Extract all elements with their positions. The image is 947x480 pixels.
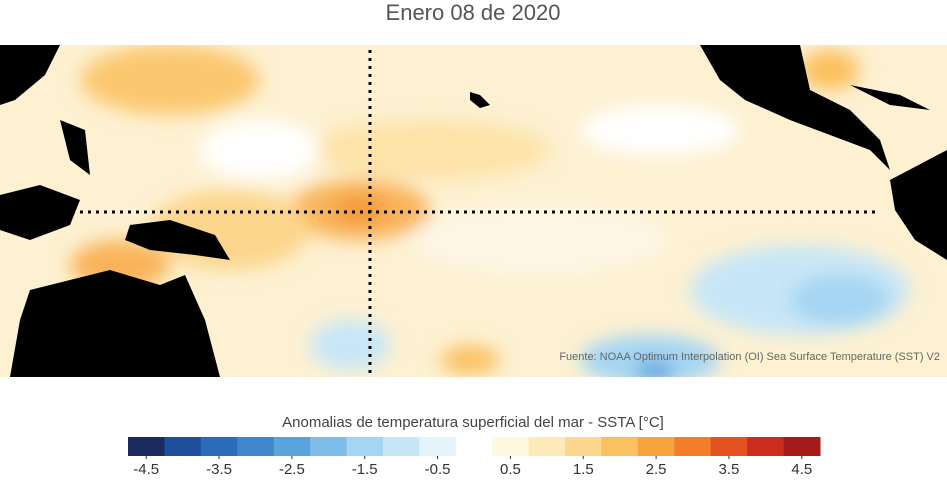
colorbar-tick-label: 1.5 [573, 461, 594, 478]
colorbar-segment [528, 437, 566, 456]
colorbar-segment [747, 437, 785, 456]
colorbar-tick-label: -0.5 [425, 461, 451, 478]
colorbar-tick-label: 0.5 [500, 461, 521, 478]
colorbar-segment [419, 437, 457, 456]
colorbar-segment [565, 437, 602, 456]
colorbar-segment [455, 437, 493, 456]
map [0, 45, 947, 377]
colorbar-segment [637, 437, 675, 456]
colorbar-segment [273, 437, 311, 456]
colorbar-segment [382, 437, 420, 456]
colorbar-segment [310, 437, 348, 456]
colorbar-segment [783, 437, 821, 456]
colorbar-label: Anomalias de temperatura superficial del… [282, 414, 664, 431]
colorbar-tick-label: -4.5 [133, 461, 159, 478]
colorbar-tick-label: -2.5 [279, 461, 305, 478]
colorbar-tick-label: -1.5 [352, 461, 378, 478]
title: Enero 08 de 2020 [386, 0, 561, 25]
colorbar-segment [237, 437, 275, 456]
colorbar-segment [164, 437, 202, 456]
colorbar-segment [200, 437, 238, 456]
colorbar-tick-label: 4.5 [791, 461, 812, 478]
source: Fuente: NOAA Optimum Interpolation (OI) … [559, 351, 940, 363]
colorbar-segment [710, 437, 748, 456]
colorbar-segment [492, 437, 530, 456]
colorbar-tick-label: 3.5 [719, 461, 740, 478]
colorbar-segment [601, 437, 639, 456]
colorbar: -4.5 -3.5 -2.5 -1.5 -0.5 0.5 1.5 2.5 3.5 4.5 [128, 437, 821, 478]
colorbar-segment [674, 437, 712, 456]
colorbar-segment [128, 437, 165, 456]
colorbar-tick-label: -3.5 [206, 461, 232, 478]
colorbar-segment [346, 437, 384, 456]
colorbar-tick-label: 2.5 [646, 461, 667, 478]
